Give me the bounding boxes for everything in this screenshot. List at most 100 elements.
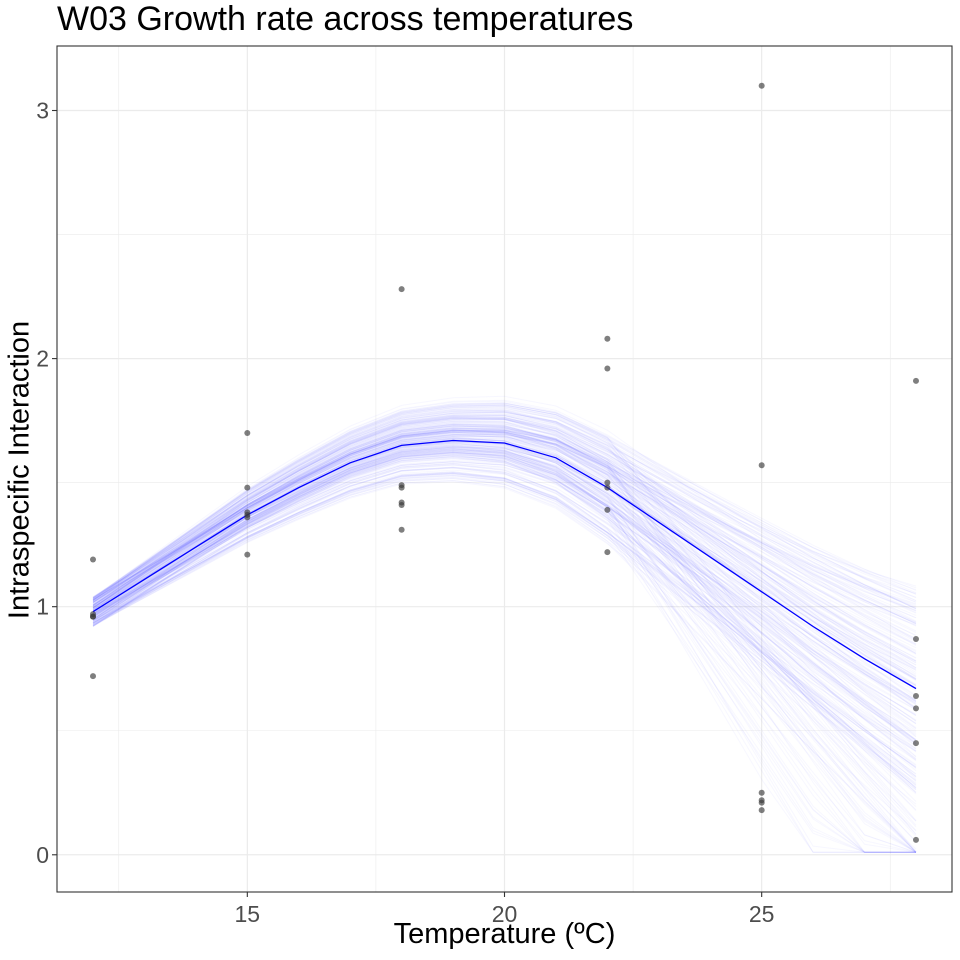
posterior-draw-line <box>92 409 917 623</box>
posterior-draw-line <box>92 429 917 710</box>
posterior-draw-line <box>92 476 917 761</box>
posterior-draw-line <box>92 434 917 646</box>
posterior-draw-line <box>92 404 917 602</box>
posterior-draw-line <box>92 448 917 744</box>
posterior-draw-line <box>92 423 917 616</box>
posterior-draw-line <box>92 414 917 680</box>
posterior-draw-line <box>92 408 917 640</box>
data-point <box>758 462 765 469</box>
posterior-draw-line <box>92 402 917 599</box>
posterior-draw-line <box>92 417 917 633</box>
posterior-draw-line <box>92 417 917 655</box>
posterior-draw-line <box>92 477 917 832</box>
posterior-draw-line <box>92 423 917 624</box>
posterior-draw-line <box>92 448 917 670</box>
posterior-draw-line <box>92 429 917 696</box>
posterior-draw-lines <box>92 395 917 853</box>
data-points <box>90 82 919 843</box>
posterior-draw-line <box>92 435 917 679</box>
posterior-draw-line <box>92 466 917 752</box>
posterior-draw-line <box>92 464 917 741</box>
data-point <box>398 501 405 508</box>
posterior-draw-line <box>92 430 917 681</box>
fit-line <box>92 439 917 690</box>
posterior-draw-line <box>92 472 917 768</box>
posterior-draw-line <box>92 430 917 653</box>
posterior-draw-line <box>92 429 917 659</box>
posterior-draw-line <box>92 417 917 664</box>
posterior-draw-line <box>92 402 917 610</box>
posterior-draw-line <box>92 447 917 750</box>
posterior-draw-line <box>92 404 917 610</box>
posterior-draw-line <box>92 410 917 669</box>
posterior-draw-line <box>92 420 917 690</box>
x-tick-label: 20 <box>492 901 518 927</box>
posterior-draw-line <box>92 450 917 741</box>
posterior-draw-line <box>92 432 917 624</box>
posterior-draw-line <box>92 446 917 662</box>
posterior-draw-line <box>92 450 917 706</box>
data-point <box>912 836 919 843</box>
posterior-draw-line <box>92 455 917 701</box>
posterior-draw-line <box>92 438 917 677</box>
posterior-draw-line <box>92 429 917 619</box>
posterior-draw-line <box>92 430 917 802</box>
posterior-draw-line <box>92 445 917 742</box>
posterior-draw-line <box>92 429 917 607</box>
posterior-draw-line <box>92 430 917 651</box>
posterior-draw-line <box>92 425 917 655</box>
posterior-draw-line <box>92 454 917 793</box>
posterior-draw-line <box>92 438 917 745</box>
data-point <box>604 365 611 372</box>
posterior-draw-line <box>92 421 917 619</box>
posterior-draw-line <box>92 455 917 711</box>
posterior-draw-line <box>92 463 916 853</box>
posterior-draw-line <box>92 445 917 772</box>
posterior-draw-line <box>92 402 917 758</box>
posterior-draw-line <box>92 472 917 749</box>
posterior-draw-line <box>92 450 916 853</box>
posterior-draw-line <box>92 427 917 598</box>
posterior-draw-line <box>92 463 917 786</box>
posterior-draw-line <box>92 446 917 785</box>
posterior-draw-line <box>92 430 917 636</box>
data-point <box>758 807 765 814</box>
posterior-draw-line <box>92 452 917 788</box>
data-point <box>244 514 251 521</box>
posterior-draw-line <box>92 399 917 603</box>
posterior-draw-line <box>92 427 917 612</box>
y-tick-label: 1 <box>36 594 49 620</box>
data-point <box>604 335 611 342</box>
fitted-curve <box>92 439 917 690</box>
posterior-draw-line <box>92 430 917 777</box>
data-point <box>604 479 611 486</box>
posterior-draw-line <box>92 443 917 702</box>
posterior-draw-line <box>92 428 917 671</box>
posterior-draw-line <box>92 426 917 639</box>
posterior-draw-line <box>92 418 917 645</box>
data-point <box>758 82 765 89</box>
posterior-draw-line <box>92 435 917 659</box>
posterior-draw-line <box>92 429 917 608</box>
posterior-draw-line <box>92 454 917 717</box>
posterior-draw-line <box>92 440 917 742</box>
posterior-draw-line <box>92 403 917 610</box>
grid-lines <box>57 46 952 892</box>
posterior-draw-line <box>92 444 916 853</box>
posterior-draw-line <box>92 420 917 853</box>
data-point <box>398 526 405 533</box>
posterior-draw-line <box>92 451 916 853</box>
posterior-draw-line <box>92 439 917 789</box>
posterior-draw-line <box>92 417 917 853</box>
posterior-draw-line <box>92 446 917 794</box>
posterior-draw-line <box>92 402 917 599</box>
data-point <box>90 673 97 680</box>
axes: 15 20 25 0 1 2 3 <box>36 45 953 927</box>
posterior-draw-line <box>92 415 917 678</box>
posterior-draw-line <box>92 413 917 614</box>
data-point <box>244 430 251 437</box>
data-point <box>604 484 611 491</box>
posterior-draw-line <box>92 430 917 741</box>
data-point <box>90 613 97 620</box>
posterior-draw-line <box>92 454 917 853</box>
